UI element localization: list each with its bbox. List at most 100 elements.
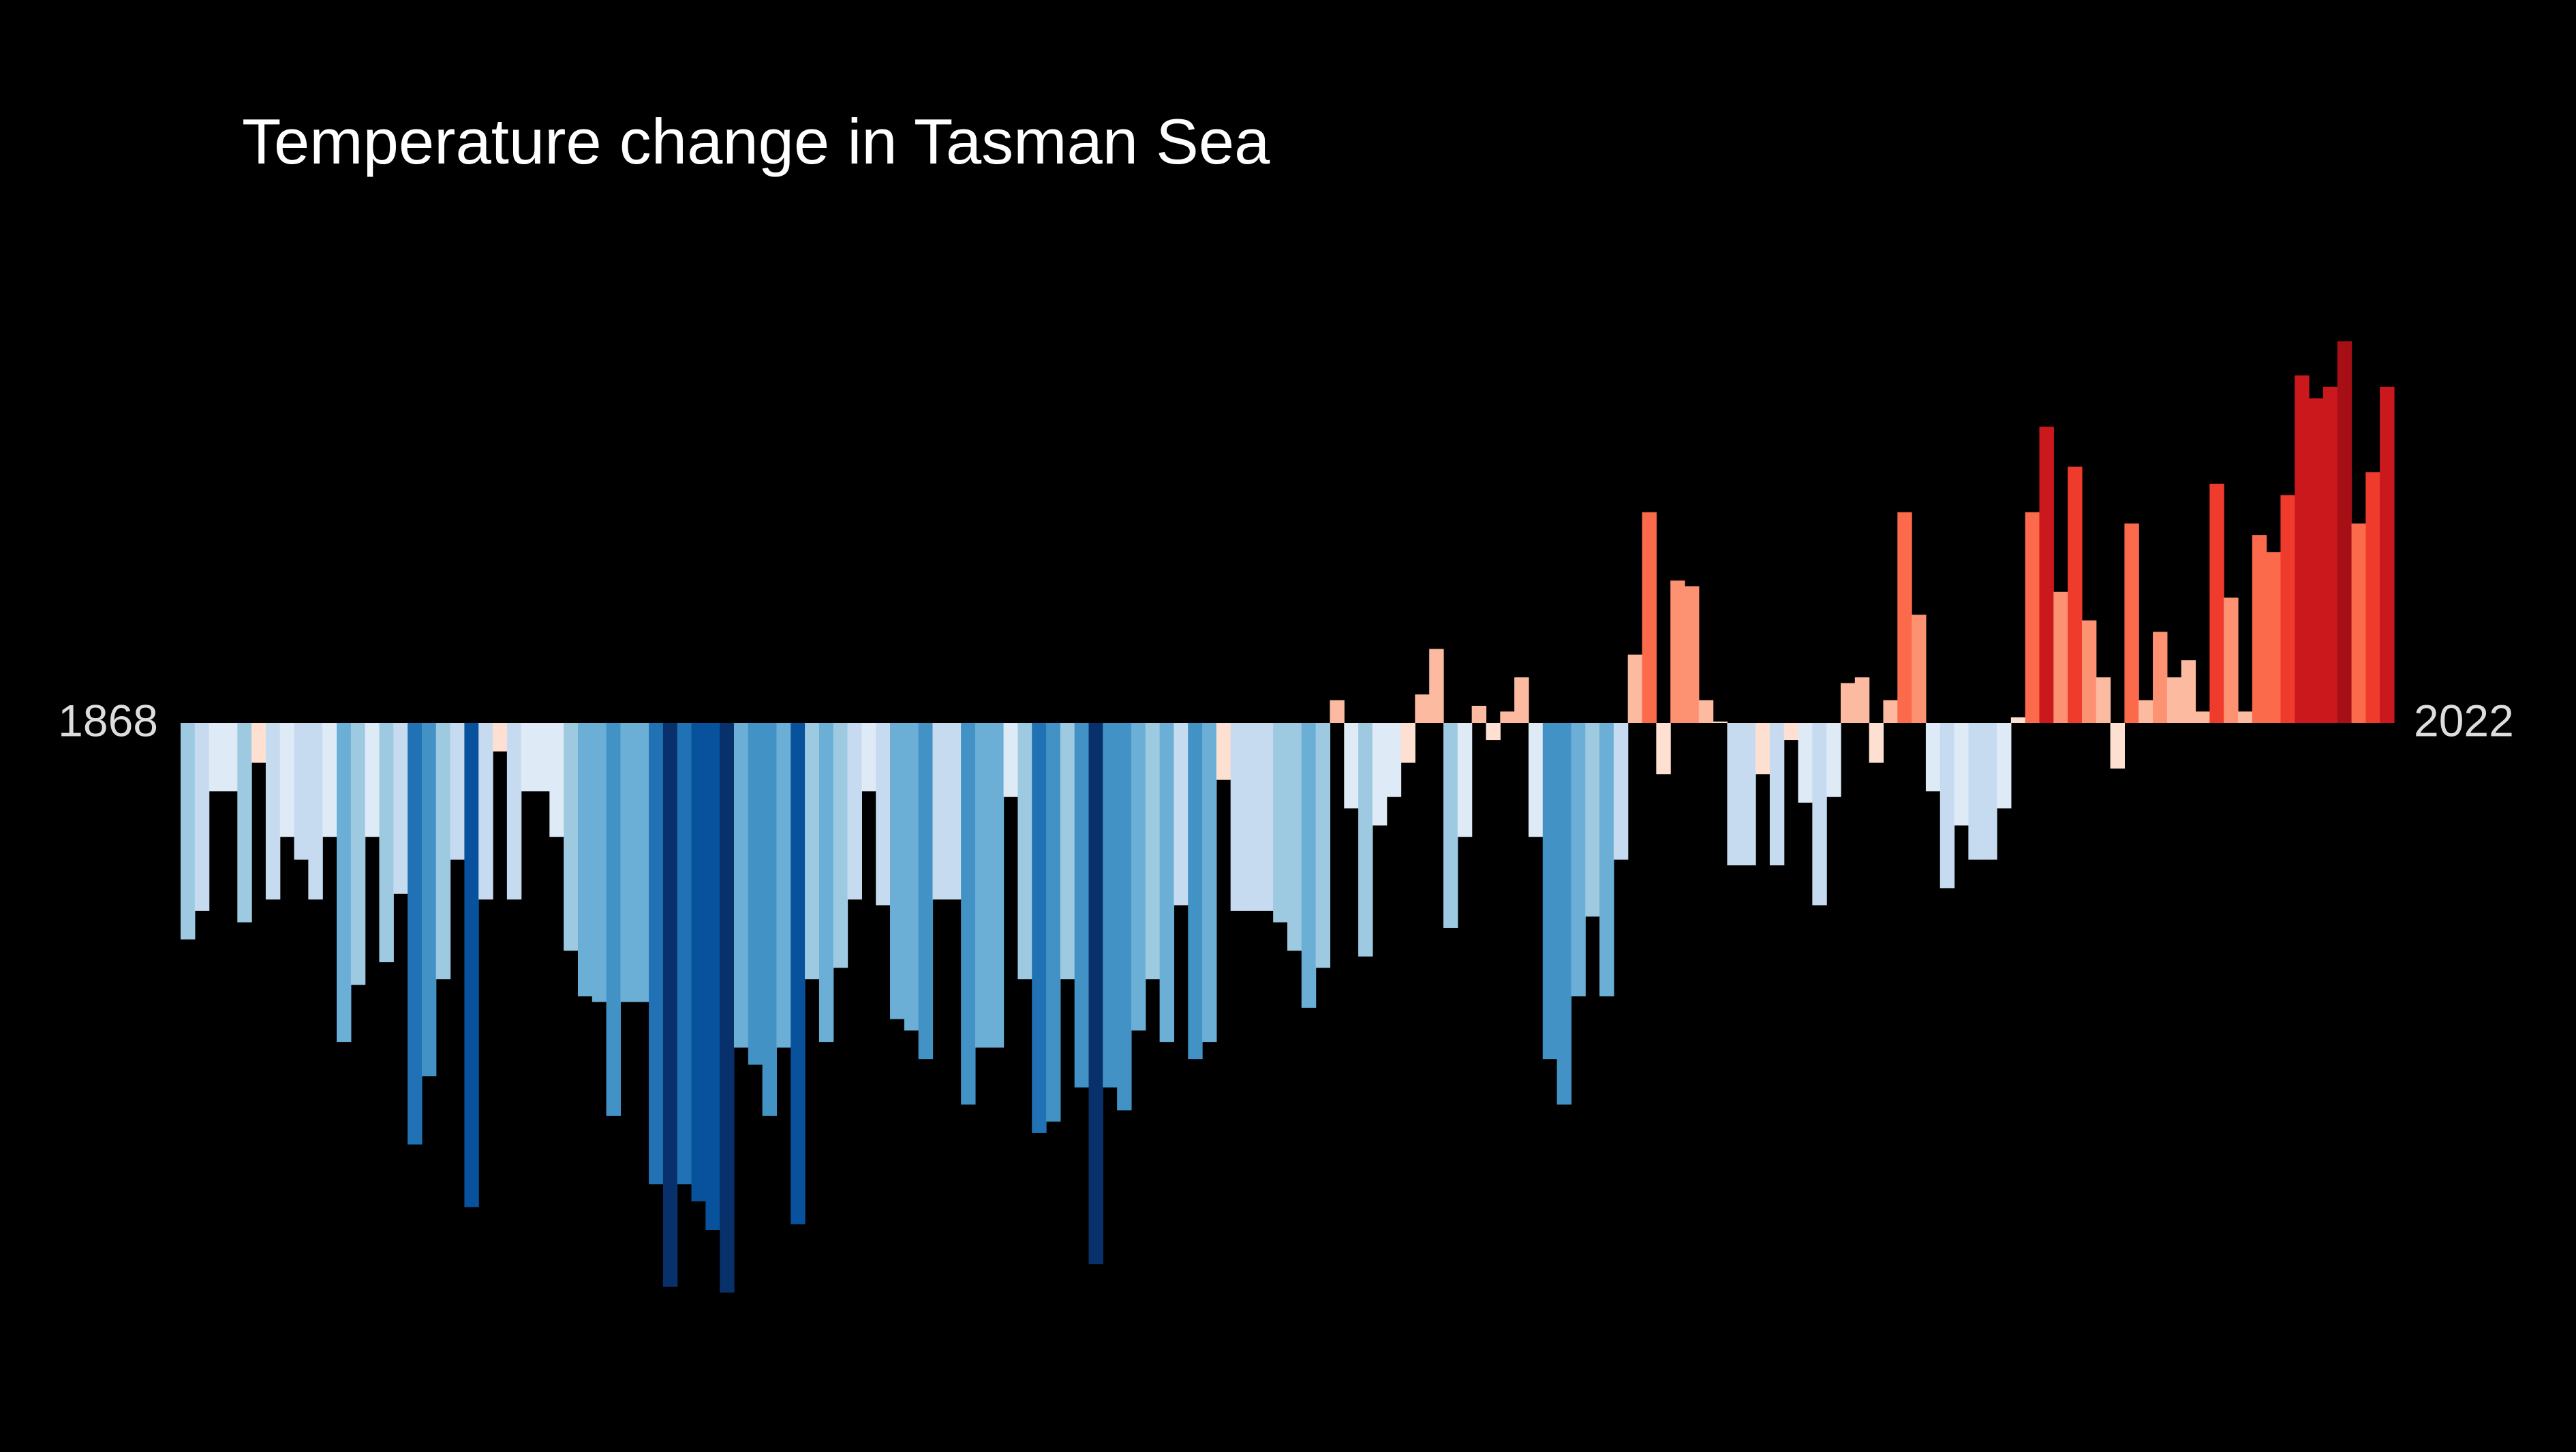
bar-1869: [194, 723, 210, 911]
bar-1916: [861, 723, 876, 792]
bar-1873: [251, 723, 266, 763]
bar-1934: [1117, 723, 1132, 1111]
bar-1899: [620, 723, 635, 1002]
bar-1888: [464, 723, 479, 1207]
bar-2013: [2237, 711, 2253, 723]
bar-1910: [776, 723, 791, 1048]
bar-2015: [2266, 552, 2282, 723]
bar-1963: [1528, 723, 1544, 837]
bar-1905: [705, 723, 720, 1231]
bar-1960: [1486, 723, 1501, 741]
bar-1981: [1783, 723, 1799, 741]
bar-1931: [1074, 723, 1090, 1088]
bar-1914: [833, 723, 848, 968]
bar-1961: [1500, 711, 1515, 723]
bar-1893: [535, 723, 550, 792]
bar-1999: [2039, 427, 2054, 723]
bar-1947: [1301, 723, 1317, 1008]
bar-1975: [1698, 700, 1714, 723]
bar-1928: [1032, 723, 1047, 1133]
bar-1870: [209, 723, 224, 792]
bar-2006: [2138, 700, 2153, 723]
bar-1969: [1613, 723, 1629, 860]
bar-1923: [961, 723, 976, 1105]
bar-1908: [748, 723, 763, 1065]
bar-1883: [393, 723, 408, 894]
bar-1875: [279, 723, 295, 837]
bar-1898: [606, 723, 622, 1116]
bar-2000: [2053, 591, 2068, 723]
bar-1892: [521, 723, 536, 792]
bar-1994: [1968, 723, 1983, 860]
bar-1943: [1244, 723, 1259, 911]
bar-1881: [365, 723, 380, 837]
bar-2017: [2295, 375, 2310, 723]
bar-1911: [791, 723, 806, 1224]
bar-1917: [876, 723, 891, 906]
bar-2005: [2124, 523, 2139, 723]
bar-2018: [2309, 398, 2324, 723]
bar-1872: [237, 723, 252, 923]
bar-2021: [2351, 523, 2366, 723]
bar-1987: [1869, 723, 1884, 763]
bar-1985: [1841, 683, 1856, 723]
bar-1879: [337, 723, 352, 1042]
bar-1880: [350, 723, 366, 985]
bar-1952: [1372, 723, 1387, 826]
bar-1894: [549, 723, 564, 837]
bar-1986: [1854, 677, 1870, 723]
bar-2004: [2110, 723, 2126, 769]
bar-2019: [2322, 386, 2338, 723]
bar-1955: [1415, 694, 1430, 723]
bar-2012: [2224, 598, 2239, 723]
bar-2001: [2068, 466, 2083, 723]
bar-1897: [592, 723, 607, 1002]
bar-1967: [1585, 723, 1600, 917]
bar-1904: [691, 723, 706, 1202]
bar-1936: [1145, 723, 1161, 980]
bar-1912: [805, 723, 820, 980]
bar-1962: [1514, 677, 1529, 723]
bar-1940: [1202, 723, 1217, 1042]
bar-1896: [577, 723, 593, 997]
bar-1937: [1159, 723, 1175, 1042]
bar-1990: [1912, 615, 1927, 723]
bar-1913: [818, 723, 834, 1042]
bar-1949: [1330, 700, 1345, 723]
bar-1903: [677, 723, 692, 1185]
bar-2023: [2380, 386, 2395, 723]
bar-1886: [435, 723, 451, 980]
bar-1895: [564, 723, 579, 951]
bar-1926: [1003, 723, 1019, 797]
bar-1871: [223, 723, 238, 792]
bar-1968: [1599, 723, 1614, 997]
bar-1944: [1259, 723, 1274, 911]
bar-2003: [2096, 677, 2111, 723]
start-year-label: 1868: [58, 695, 158, 745]
bar-1920: [918, 723, 934, 1060]
bar-1954: [1400, 723, 1415, 763]
bar-1874: [265, 723, 281, 900]
bar-1938: [1174, 723, 1189, 906]
bar-1988: [1883, 700, 1898, 723]
bar-1876: [294, 723, 309, 860]
bar-2020: [2337, 341, 2352, 723]
bar-2016: [2280, 495, 2295, 723]
bar-1972: [1656, 723, 1671, 775]
bar-1953: [1386, 723, 1402, 797]
bar-1927: [1017, 723, 1032, 980]
bar-1929: [1046, 723, 1061, 1122]
bar-1906: [720, 723, 735, 1293]
bar-1997: [2010, 717, 2026, 723]
bar-1890: [493, 723, 508, 752]
bar-1925: [989, 723, 1005, 1048]
bar-1889: [478, 723, 493, 900]
bar-1918: [890, 723, 905, 1019]
bar-1976: [1713, 722, 1728, 723]
bar-1996: [1997, 723, 2012, 809]
bar-1989: [1897, 512, 1912, 723]
bar-1942: [1230, 723, 1246, 911]
bar-1979: [1755, 723, 1770, 775]
bar-1992: [1939, 723, 1955, 889]
bar-1948: [1315, 723, 1331, 968]
